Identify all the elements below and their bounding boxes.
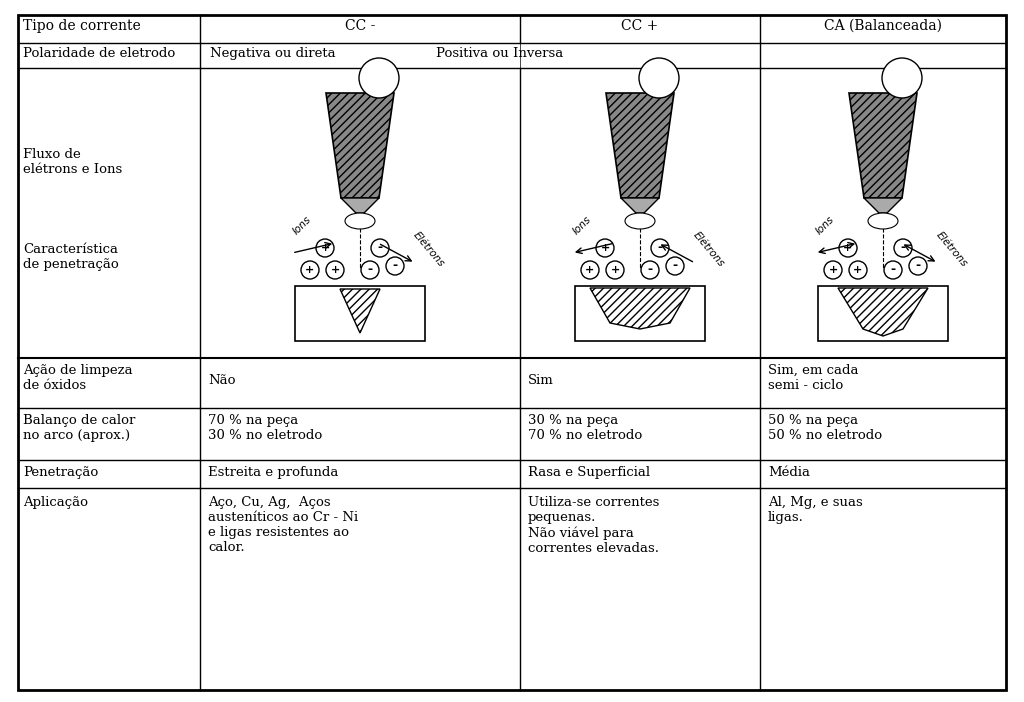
- Text: Ions: Ions: [292, 214, 313, 237]
- Text: -: -: [891, 263, 896, 277]
- Text: Rasa e Superficial: Rasa e Superficial: [528, 466, 650, 479]
- Circle shape: [371, 239, 389, 257]
- Text: Balanço de calor
no arco (aprox.): Balanço de calor no arco (aprox.): [23, 414, 135, 442]
- Circle shape: [639, 58, 679, 98]
- Text: +: +: [600, 243, 609, 253]
- Circle shape: [882, 58, 922, 98]
- Text: -: -: [378, 241, 383, 255]
- Text: 50 % na peça
50 % no eletrodo: 50 % na peça 50 % no eletrodo: [768, 414, 882, 442]
- Circle shape: [386, 257, 404, 275]
- Text: Sim, em cada
semi - ciclo: Sim, em cada semi - ciclo: [768, 364, 858, 392]
- Circle shape: [666, 257, 684, 275]
- Text: Aço, Cu, Ag,  Aços
austeníticos ao Cr - Ni
e ligas resistentes ao
calor.: Aço, Cu, Ag, Aços austeníticos ao Cr - N…: [208, 496, 358, 554]
- Text: Al, Mg, e suas
ligas.: Al, Mg, e suas ligas.: [768, 496, 863, 524]
- Text: -: -: [673, 260, 678, 272]
- Bar: [818, 286, 948, 341]
- Text: +: +: [305, 265, 314, 275]
- Text: Média: Média: [768, 466, 810, 479]
- Text: Aplicação: Aplicação: [23, 496, 88, 509]
- Text: -: -: [647, 263, 652, 277]
- Circle shape: [326, 261, 344, 279]
- Polygon shape: [849, 93, 918, 198]
- Text: Ions: Ions: [814, 214, 837, 237]
- Text: -: -: [915, 260, 921, 272]
- Circle shape: [824, 261, 842, 279]
- Circle shape: [849, 261, 867, 279]
- Text: Sim: Sim: [528, 374, 554, 387]
- Text: +: +: [586, 265, 595, 275]
- Circle shape: [909, 257, 927, 275]
- Text: Característica
de penetração: Característica de penetração: [23, 243, 119, 271]
- Text: Positiva ou Inversa: Positiva ou Inversa: [436, 47, 563, 60]
- Circle shape: [651, 239, 669, 257]
- Circle shape: [839, 239, 857, 257]
- Text: Elétrons: Elétrons: [691, 230, 726, 269]
- Circle shape: [596, 239, 614, 257]
- Text: Utiliza-se correntes
pequenas.
Não viável para
correntes elevadas.: Utiliza-se correntes pequenas. Não viáve…: [528, 496, 659, 555]
- Text: CC +: CC +: [622, 19, 658, 33]
- Circle shape: [361, 261, 379, 279]
- Circle shape: [316, 239, 334, 257]
- Circle shape: [641, 261, 659, 279]
- Ellipse shape: [625, 213, 655, 229]
- Text: Negativa ou direta: Negativa ou direta: [210, 47, 336, 60]
- Bar: [295, 286, 425, 341]
- Circle shape: [894, 239, 912, 257]
- Bar: [575, 286, 705, 341]
- Text: +: +: [321, 243, 330, 253]
- Text: Fluxo de
elétrons e Ions: Fluxo de elétrons e Ions: [23, 148, 122, 176]
- Text: +: +: [853, 265, 862, 275]
- Ellipse shape: [868, 213, 898, 229]
- Text: Elétrons: Elétrons: [412, 230, 446, 269]
- Text: Não: Não: [208, 374, 236, 387]
- Circle shape: [884, 261, 902, 279]
- Text: Ação de limpeza
de óxidos: Ação de limpeza de óxidos: [23, 364, 133, 392]
- Text: +: +: [331, 265, 340, 275]
- Circle shape: [606, 261, 624, 279]
- Text: Elétrons: Elétrons: [934, 230, 969, 269]
- Circle shape: [359, 58, 399, 98]
- Text: Polaridade de eletrodo: Polaridade de eletrodo: [23, 47, 175, 60]
- Text: 70 % na peça
30 % no eletrodo: 70 % na peça 30 % no eletrodo: [208, 414, 323, 442]
- Text: Tipo de corrente: Tipo de corrente: [23, 19, 140, 33]
- Text: Penetração: Penetração: [23, 466, 98, 479]
- Polygon shape: [606, 93, 674, 198]
- Polygon shape: [326, 93, 394, 198]
- Text: CA (Balanceada): CA (Balanceada): [824, 19, 942, 33]
- Text: CC -: CC -: [345, 19, 375, 33]
- Text: Ions: Ions: [571, 214, 594, 237]
- Text: -: -: [657, 241, 663, 255]
- Text: 30 % na peça
70 % no eletrodo: 30 % na peça 70 % no eletrodo: [528, 414, 642, 442]
- Text: -: -: [368, 263, 373, 277]
- Circle shape: [581, 261, 599, 279]
- Text: +: +: [610, 265, 620, 275]
- Text: -: -: [900, 241, 905, 255]
- Text: -: -: [392, 260, 397, 272]
- Text: Estreita e profunda: Estreita e profunda: [208, 466, 338, 479]
- Text: +: +: [828, 265, 838, 275]
- Polygon shape: [621, 198, 659, 213]
- Circle shape: [301, 261, 319, 279]
- Ellipse shape: [345, 213, 375, 229]
- Polygon shape: [341, 198, 379, 213]
- Polygon shape: [864, 198, 902, 213]
- Text: +: +: [844, 243, 853, 253]
